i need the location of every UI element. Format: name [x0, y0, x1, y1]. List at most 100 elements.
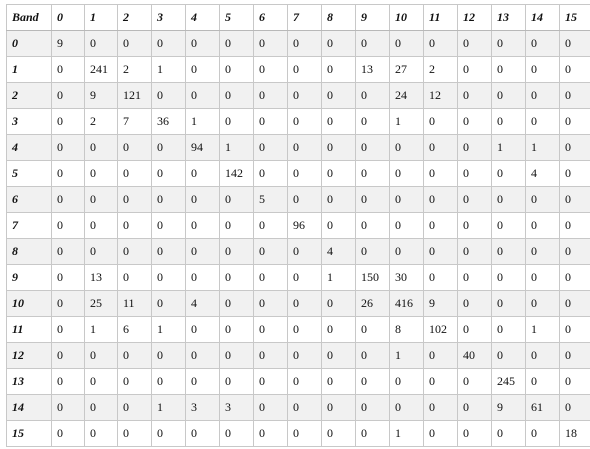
table-cell: 0 [185, 186, 220, 213]
table-cell: 11 [117, 290, 152, 317]
table-cell: 0 [219, 316, 254, 343]
column-header-cell: 2 [117, 4, 152, 31]
table-cell: 0 [117, 160, 152, 187]
table-cell: 0 [253, 420, 288, 447]
table-cell: 0 [51, 160, 85, 187]
table-body: 0 9 0 0 0 0 0 0 0 0 0 0 0 0 0 0 0 1 0 241 2 1 0 0 0 0 0 13 27 2 0 0 0 0 2 0… [6, 30, 590, 447]
table-cell: 0 [491, 212, 526, 239]
table-cell: 0 [457, 134, 492, 161]
row-header-cell: 11 [6, 316, 52, 343]
table-cell: 0 [51, 264, 85, 291]
table-cell: 0 [491, 108, 526, 135]
table-cell: 4 [185, 290, 220, 317]
table-cell: 0 [321, 290, 356, 317]
table-cell: 0 [84, 394, 118, 421]
table-cell: 9 [423, 290, 458, 317]
table-row: 4 0 0 0 0 94 1 0 0 0 0 0 0 0 1 1 0 [6, 134, 590, 161]
table-cell: 0 [559, 82, 590, 109]
table-cell: 0 [423, 134, 458, 161]
table-cell: 9 [84, 82, 118, 109]
table-cell: 0 [457, 82, 492, 109]
table-cell: 0 [457, 56, 492, 83]
table-cell: 36 [151, 108, 186, 135]
table-row: 5 0 0 0 0 0 142 0 0 0 0 0 0 0 0 4 0 [6, 160, 590, 187]
table-cell: 26 [355, 290, 390, 317]
table-cell: 1 [84, 316, 118, 343]
table-cell: 0 [253, 290, 288, 317]
table-cell: 0 [253, 30, 288, 57]
table-cell: 102 [423, 316, 458, 343]
table-cell: 1 [491, 134, 526, 161]
table-cell: 0 [84, 134, 118, 161]
table-cell: 8 [389, 316, 424, 343]
table-cell: 0 [355, 394, 390, 421]
table-cell: 0 [559, 212, 590, 239]
table-cell: 0 [525, 186, 560, 213]
table-cell: 0 [355, 108, 390, 135]
table-cell: 0 [491, 30, 526, 57]
table-cell: 0 [151, 368, 186, 395]
table-cell: 0 [491, 186, 526, 213]
table-cell: 2 [117, 56, 152, 83]
row-header-cell: 15 [6, 420, 52, 447]
table-cell: 0 [355, 160, 390, 187]
table-row: 7 0 0 0 0 0 0 0 96 0 0 0 0 0 0 0 0 [6, 212, 590, 239]
table-cell: 0 [253, 108, 288, 135]
table-cell: 0 [525, 82, 560, 109]
corner-header-cell: Band [6, 4, 52, 31]
row-header-cell: 7 [6, 212, 52, 239]
table-cell: 0 [287, 394, 322, 421]
table-cell: 0 [253, 82, 288, 109]
table-cell: 1 [389, 108, 424, 135]
table-cell: 0 [287, 238, 322, 265]
column-header-cell: 8 [321, 4, 356, 31]
table-cell: 0 [559, 368, 590, 395]
table-cell: 0 [51, 186, 85, 213]
table-row: 2 0 9 121 0 0 0 0 0 0 0 24 12 0 0 0 0 [6, 82, 590, 109]
table-cell: 0 [185, 30, 220, 57]
table-cell: 0 [287, 368, 322, 395]
table-cell: 1 [185, 108, 220, 135]
table-cell: 0 [423, 420, 458, 447]
table-cell: 12 [423, 82, 458, 109]
table-cell: 0 [219, 82, 254, 109]
table-cell: 0 [355, 368, 390, 395]
column-header-cell: 5 [219, 4, 254, 31]
table-cell: 0 [457, 290, 492, 317]
table-cell: 0 [253, 56, 288, 83]
table-cell: 0 [423, 108, 458, 135]
table-cell: 1 [321, 264, 356, 291]
table-cell: 25 [84, 290, 118, 317]
table-cell: 0 [491, 420, 526, 447]
row-header-cell: 1 [6, 56, 52, 83]
table-cell: 0 [457, 264, 492, 291]
table-cell: 416 [389, 290, 424, 317]
table-cell: 0 [457, 316, 492, 343]
table-cell: 0 [559, 342, 590, 369]
row-header-cell: 12 [6, 342, 52, 369]
table-cell: 5 [253, 186, 288, 213]
table-cell: 0 [287, 160, 322, 187]
table-cell: 0 [423, 264, 458, 291]
table-row: 3 0 2 7 36 1 0 0 0 0 0 1 0 0 0 0 0 [6, 108, 590, 135]
table-cell: 1 [525, 134, 560, 161]
table-cell: 0 [321, 342, 356, 369]
table-cell: 27 [389, 56, 424, 83]
table-cell: 0 [84, 342, 118, 369]
table-cell: 0 [389, 212, 424, 239]
table-cell: 0 [559, 56, 590, 83]
table-cell: 150 [355, 264, 390, 291]
table-cell: 0 [423, 238, 458, 265]
table-cell: 1 [151, 56, 186, 83]
table-row: 14 0 0 0 1 3 3 0 0 0 0 0 0 0 9 61 0 [6, 394, 590, 421]
table-cell: 0 [151, 186, 186, 213]
table-cell: 0 [185, 82, 220, 109]
table-cell: 0 [51, 290, 85, 317]
table-cell: 0 [51, 420, 85, 447]
table-cell: 0 [525, 238, 560, 265]
column-header-cell: 11 [423, 4, 458, 31]
table-cell: 0 [457, 30, 492, 57]
table-cell: 0 [321, 394, 356, 421]
table-cell: 0 [151, 342, 186, 369]
table-cell: 0 [457, 420, 492, 447]
